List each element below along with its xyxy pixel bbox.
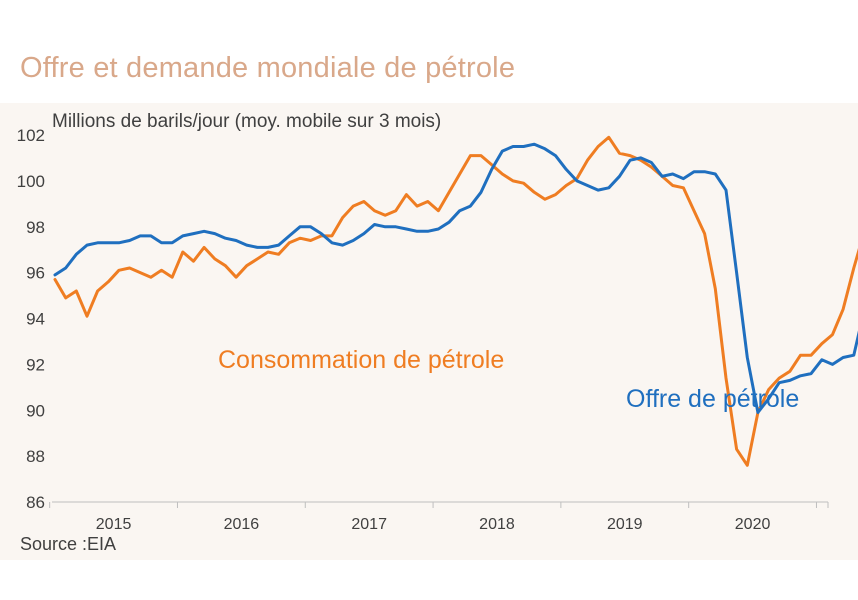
x-axis: 20152016201720182019202020212022 (49, 501, 829, 533)
supply-line (53, 142, 858, 414)
y-tick-label: 98 (26, 218, 45, 237)
consumption-line (53, 135, 858, 467)
chart-title: Offre et demande mondiale de pétrole (20, 52, 516, 84)
y-tick-label: 92 (26, 355, 45, 374)
y-tick-label: 96 (26, 264, 45, 283)
series-labels: Consommation de pétrole Offre de pétrole (218, 346, 799, 413)
x-tick-label: 2017 (351, 516, 387, 533)
y-tick-label: 102 (17, 126, 45, 145)
x-tick-label: 2016 (224, 516, 260, 533)
consumption-label: Consommation de pétrole (218, 346, 504, 374)
y-tick-label: 94 (26, 310, 45, 329)
series-lines (53, 135, 858, 467)
x-tick-label: 2020 (735, 516, 771, 533)
y-axis-title: Millions de barils/jour (moy. mobile sur… (52, 111, 441, 132)
x-tick-label: 2018 (479, 516, 515, 533)
x-tick-label: 2019 (607, 516, 643, 533)
y-tick-label: 88 (26, 447, 45, 466)
y-axis-ticks: 86 88 90 92 94 96 98 100 102 (17, 126, 45, 512)
supply-label: Offre de pétrole (626, 385, 799, 413)
y-tick-label: 100 (17, 172, 45, 191)
chart-panel: 86 88 90 92 94 96 98 100 102 2015 2016 2017 2018 201… (0, 103, 858, 560)
x-tick-label: 2015 (96, 516, 132, 533)
y-tick-label: 90 (26, 401, 45, 420)
source-note: Source :EIA (20, 534, 116, 554)
y-tick-label: 86 (26, 493, 45, 512)
line-chart: 86 88 90 92 94 96 98 100 102 2015 2016 2017 2018 201… (17, 111, 858, 554)
